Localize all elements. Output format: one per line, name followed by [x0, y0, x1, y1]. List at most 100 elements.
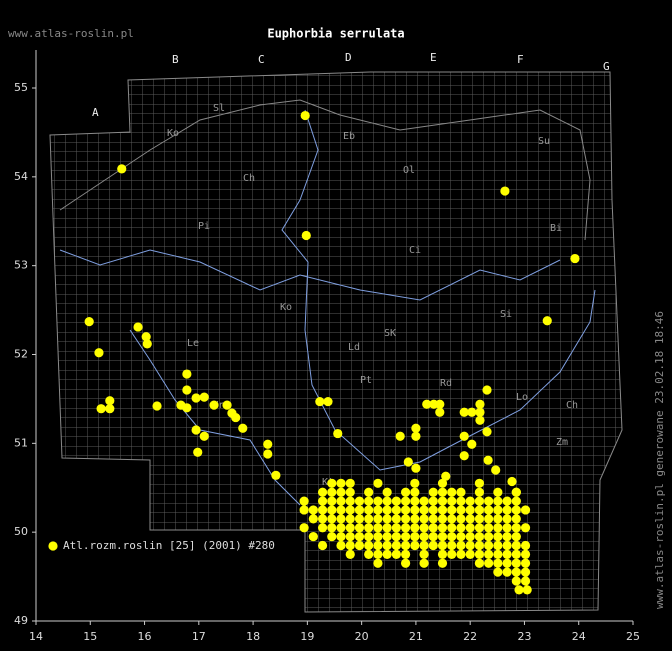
occurrence-point — [482, 385, 492, 395]
footer-text: www.atlas-roslin.pl generowane 23.02.18 … — [653, 311, 666, 609]
occurrence-point — [308, 505, 318, 515]
occurrence-point — [419, 523, 429, 533]
region-label: Pi — [198, 221, 210, 232]
occurrence-point — [327, 514, 337, 524]
occurrence-point — [570, 253, 580, 264]
region-label: Pt — [360, 375, 372, 386]
occurrence-point — [373, 505, 383, 515]
occurrence-point — [354, 496, 365, 506]
occurrence-point — [493, 549, 503, 559]
occurrence-point — [336, 496, 346, 506]
occurrence-point — [317, 514, 328, 524]
occurrence-point — [456, 496, 466, 506]
x-tick-label: 24 — [572, 630, 586, 643]
occurrence-point — [410, 478, 420, 488]
occurrence-point — [493, 567, 503, 577]
occurrence-point — [484, 540, 494, 551]
occurrence-point — [323, 396, 333, 407]
occurrence-point — [222, 400, 232, 410]
occurrence-point — [364, 505, 374, 515]
occurrence-point — [133, 322, 143, 332]
occurrence-point — [315, 396, 325, 407]
occurrence-point — [391, 540, 401, 551]
occurrence-point — [437, 514, 448, 524]
occurrence-point — [456, 532, 466, 542]
occurrence-point — [502, 532, 512, 542]
occurrence-point — [511, 532, 521, 542]
occurrence-point — [465, 549, 475, 559]
occurrence-point — [411, 423, 421, 433]
occurrence-point — [193, 447, 203, 457]
occurrence-point — [364, 496, 374, 506]
occurrence-point — [382, 505, 392, 515]
occurrence-point — [484, 505, 494, 515]
region-label: Lo — [516, 392, 528, 403]
occurrence-point — [410, 540, 420, 551]
occurrence-point — [465, 496, 475, 506]
occurrence-point — [345, 523, 355, 533]
occurrence-point — [142, 339, 152, 349]
occurrence-point — [447, 549, 457, 559]
occurrence-point — [354, 514, 365, 524]
occurrence-point — [465, 514, 475, 524]
occurrence-point — [271, 470, 281, 480]
occurrence-point — [475, 399, 485, 409]
occurrence-point — [522, 585, 532, 595]
occurrence-point — [336, 540, 346, 551]
occurrence-point — [373, 496, 383, 506]
occurrence-point — [141, 332, 151, 342]
occurrence-point — [391, 496, 401, 506]
occurrence-point — [364, 523, 374, 533]
occurrence-point — [391, 523, 401, 533]
occurrence-point — [231, 412, 241, 423]
region-label: Ol — [403, 165, 415, 176]
occurrence-point — [182, 369, 192, 379]
occurrence-point — [373, 540, 383, 551]
occurrence-point — [299, 505, 309, 515]
legend-marker — [48, 541, 58, 551]
occurrence-point — [382, 487, 392, 497]
occurrence-point — [373, 532, 383, 542]
y-tick-label: 53 — [14, 259, 28, 272]
occurrence-point — [209, 400, 219, 410]
region-label: Eb — [343, 131, 355, 142]
occurrence-point — [238, 423, 248, 433]
occurrence-point — [511, 487, 521, 497]
occurrence-point — [345, 478, 355, 488]
occurrence-point — [474, 540, 485, 551]
occurrence-point — [474, 532, 485, 542]
occurrence-point — [191, 393, 201, 403]
occurrence-point — [500, 186, 510, 196]
region-label: Bi — [550, 223, 562, 234]
occurrence-point — [437, 549, 448, 559]
occurrence-point — [364, 487, 374, 497]
occurrence-point — [354, 505, 365, 515]
occurrence-point — [364, 540, 374, 551]
y-tick-label: 54 — [14, 170, 28, 183]
occurrence-point — [400, 532, 411, 542]
occurrence-point — [345, 549, 355, 559]
x-tick-label: 15 — [83, 630, 97, 643]
occurrence-point — [382, 540, 392, 551]
occurrence-point — [493, 540, 503, 551]
region-label: Sl — [213, 103, 225, 114]
occurrence-point — [336, 514, 346, 524]
atlas-grid — [49, 71, 623, 613]
occurrence-point — [105, 396, 115, 406]
occurrence-point — [382, 514, 392, 524]
occurrence-point — [373, 558, 383, 568]
occurrence-point — [502, 558, 512, 568]
grid-letter: C — [258, 53, 265, 66]
occurrence-point — [301, 230, 311, 241]
y-tick-label: 51 — [14, 436, 28, 449]
occurrence-point — [447, 496, 457, 506]
occurrence-point — [511, 576, 521, 586]
occurrence-point — [422, 399, 432, 409]
occurrence-point — [428, 532, 438, 542]
occurrence-point — [447, 532, 457, 542]
occurrence-point — [520, 567, 531, 577]
occurrence-point — [459, 451, 469, 461]
occurrence-point — [333, 428, 343, 439]
occurrence-point — [317, 523, 328, 533]
source-url: www.atlas-roslin.pl — [8, 27, 134, 40]
